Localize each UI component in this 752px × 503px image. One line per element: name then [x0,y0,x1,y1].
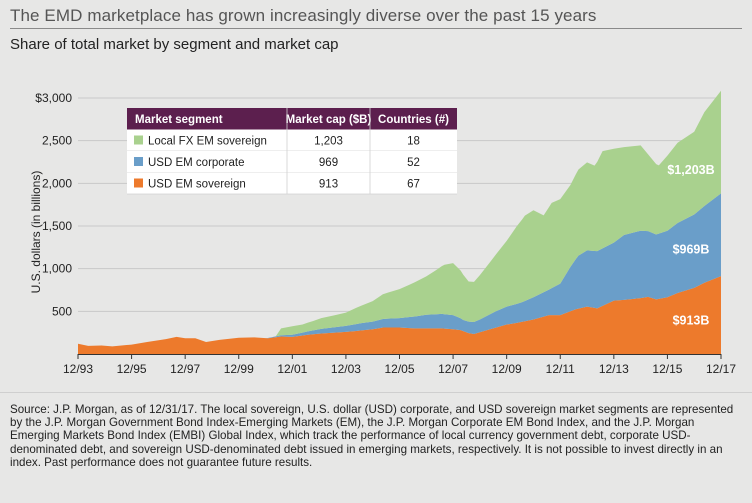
table-cell: 52 [407,157,420,169]
x-tick-label: 12/01 [277,362,307,376]
x-tick-label: 12/13 [599,362,629,376]
legend-table: Market segment Market cap ($B) Countries (… [127,108,457,195]
legend-swatch [134,135,143,145]
x-tick-label: 12/09 [492,362,522,376]
title-divider [10,28,742,29]
x-tick-label: 12/05 [384,362,414,376]
x-tick-label: 12/99 [224,362,254,376]
end-label: $913B [673,313,710,327]
legend-swatch [134,157,143,166]
table-header-cell: Market segment [135,114,223,126]
table-header-cell: Market cap ($B) [286,114,372,126]
table-cell: 913 [319,179,338,191]
area-corp [78,193,721,347]
chart-title: The EMD marketplace has grown increasing… [10,6,597,25]
y-tick-label: 1,000 [42,262,72,276]
table-row-bg [127,172,457,194]
x-tick-label: 12/11 [546,362,575,376]
y-tick-label: $3,000 [35,91,72,105]
y-tick-label: 500 [52,304,72,318]
y-tick-label: 2,500 [42,134,72,148]
y-axis-label: U.S. dollars (in billions) [29,171,43,294]
axes: 500 1,000 1,500 2,000 2,500 $3,000 12/93 12/95 1… [35,91,736,376]
table-cell: 67 [407,179,420,191]
x-tick-label: 12/97 [170,362,200,376]
table-cell: USD EM corporate [148,157,245,169]
x-tick-label: 12/95 [117,362,147,376]
table-cell: 18 [407,136,420,148]
end-label: $1,203B [667,163,714,177]
x-tick-label: 12/17 [706,362,736,376]
end-labels: $1,203B $969B $913B [667,163,714,327]
table-row-bg [127,129,457,151]
y-tick-label: 2,000 [42,176,72,190]
table-header-bg [127,108,457,130]
x-tick-label: 12/07 [438,362,468,376]
table-cell: 969 [319,157,338,169]
x-tick-label: 12/15 [652,362,682,376]
table-cell: Local FX EM sovereign [148,136,267,148]
footnote: Source: J.P. Morgan, as of 12/31/17. The… [10,403,734,469]
y-tick-label: 1,500 [42,219,72,233]
footnote-divider [0,392,752,393]
table-row-bg [127,151,457,173]
legend-swatch [134,178,143,188]
area-sov [78,276,721,354]
area-chart: 500 1,000 1,500 2,000 2,500 $3,000 12/93 12/95 1… [29,90,736,376]
table-cell: 1,203 [314,136,343,148]
table-cell: USD EM sovereign [148,179,246,191]
chart-subtitle: Share of total market by segment and mar… [10,36,339,53]
stacked-areas [78,90,721,354]
x-tick-label: 12/93 [63,362,93,376]
area-local [78,90,721,347]
end-label: $969B [673,243,710,257]
table-header-cell: Countries (#) [378,114,449,126]
x-tick-label: 12/03 [331,362,361,376]
